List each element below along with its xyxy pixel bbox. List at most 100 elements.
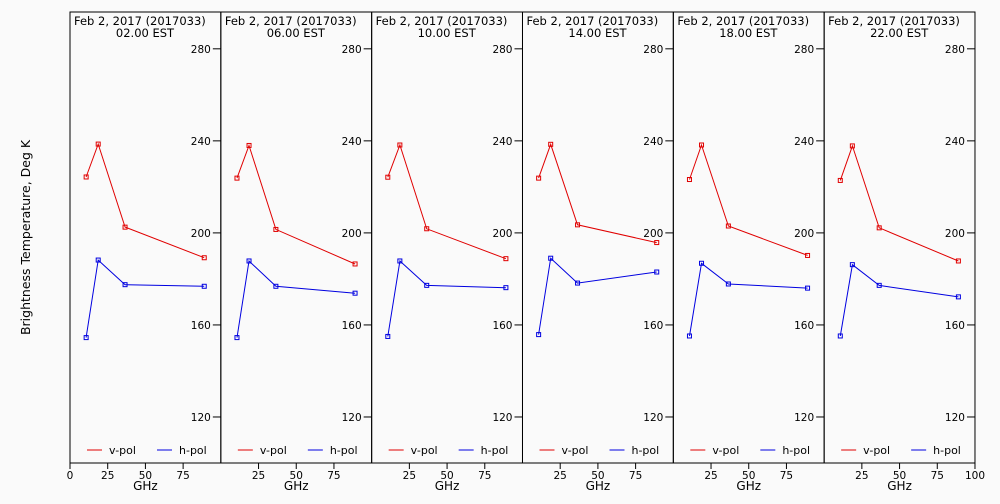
data-point-v-pol bbox=[246, 142, 252, 148]
series-line-h-pol bbox=[538, 257, 657, 335]
data-point-v-pol bbox=[805, 252, 811, 258]
x-tick-label: 75 bbox=[327, 470, 340, 482]
data-point-h-pol bbox=[234, 335, 240, 341]
data-point-v-pol bbox=[201, 255, 207, 261]
x-tick-label: 25 bbox=[704, 470, 717, 482]
x-tick-label: 50 bbox=[290, 470, 303, 482]
legend-label-v-pol: v-pol bbox=[863, 444, 890, 457]
legend-label-v-pol: v-pol bbox=[712, 444, 739, 457]
y-tick-label: 200 bbox=[342, 228, 362, 240]
chart-panel-1: Feb 2, 2017 (2017033)02.00 EST 120 160 200 2… bbox=[67, 11, 222, 493]
panel-title: Feb 2, 2017 (2017033) bbox=[828, 14, 960, 28]
data-point-h-pol bbox=[837, 333, 843, 339]
data-point-h-pol bbox=[725, 281, 731, 287]
series-line-h-pol bbox=[387, 260, 506, 337]
series-line-h-pol bbox=[839, 263, 959, 337]
data-point-v-pol bbox=[849, 143, 855, 149]
data-point-h-pol bbox=[352, 290, 358, 296]
y-tick-label: 120 bbox=[643, 412, 663, 424]
data-point-h-pol bbox=[83, 335, 89, 341]
data-point-h-pol bbox=[246, 258, 252, 264]
x-tick-label: 75 bbox=[780, 470, 793, 482]
series-line-h-pol bbox=[236, 259, 356, 338]
y-axis-title: Brightness Temperature, Deg K bbox=[18, 139, 33, 335]
panel-subtitle: 22.00 EST bbox=[870, 26, 929, 40]
data-point-v-pol bbox=[654, 240, 660, 246]
chart-panel-6: Feb 2, 2017 (2017033)22.00 EST 120 160 200 2… bbox=[823, 11, 985, 493]
data-point-v-pol bbox=[837, 177, 843, 183]
panel-subtitle: 06.00 EST bbox=[267, 26, 326, 40]
y-tick-label: 280 bbox=[492, 44, 512, 56]
legend-label-v-pol: v-pol bbox=[109, 444, 136, 457]
series-line-h-pol bbox=[689, 262, 808, 337]
y-tick-label: 240 bbox=[643, 136, 663, 148]
panel-subtitle: 18.00 EST bbox=[719, 26, 778, 40]
x-tick-label: 100 bbox=[965, 470, 985, 482]
data-point-h-pol bbox=[548, 255, 554, 261]
data-point-h-pol bbox=[201, 283, 207, 289]
data-point-v-pol bbox=[686, 177, 692, 183]
legend-label-h-pol: h-pol bbox=[179, 444, 207, 457]
panel-title: Feb 2, 2017 (2017033) bbox=[526, 14, 658, 28]
x-axis-title: GHz bbox=[887, 479, 912, 493]
legend-label-h-pol: h-pol bbox=[933, 444, 961, 457]
y-tick-label: 280 bbox=[643, 44, 663, 56]
legend-label-h-pol: h-pol bbox=[481, 444, 509, 457]
y-tick-label: 240 bbox=[945, 136, 965, 148]
chart-panel-5: Feb 2, 2017 (2017033)18.00 EST 120 160 200 2… bbox=[672, 11, 825, 493]
data-point-v-pol bbox=[424, 226, 430, 232]
y-tick-label: 120 bbox=[945, 412, 965, 424]
y-tick-label: 160 bbox=[945, 320, 965, 332]
y-tick-label: 240 bbox=[342, 136, 362, 148]
data-point-v-pol bbox=[273, 226, 279, 232]
x-tick-label: 50 bbox=[742, 470, 755, 482]
data-point-h-pol bbox=[273, 283, 279, 289]
data-point-v-pol bbox=[397, 142, 403, 148]
series-line-v-pol bbox=[689, 143, 808, 256]
y-tick-label: 280 bbox=[794, 44, 814, 56]
x-tick-label: 25 bbox=[554, 470, 567, 482]
legend-label-h-pol: h-pol bbox=[631, 444, 659, 457]
x-axis-title: GHz bbox=[736, 479, 761, 493]
chart-panel-4: Feb 2, 2017 (2017033)14.00 EST 120 160 200 2… bbox=[521, 11, 674, 493]
x-axis-title: GHz bbox=[586, 479, 611, 493]
y-tick-label: 160 bbox=[794, 320, 814, 332]
data-point-h-pol bbox=[654, 269, 660, 275]
series-line-h-pol bbox=[85, 259, 205, 338]
data-point-v-pol bbox=[385, 174, 391, 180]
data-point-v-pol bbox=[725, 223, 731, 229]
x-axis-title: GHz bbox=[284, 479, 309, 493]
x-tick-label: 50 bbox=[591, 470, 604, 482]
x-tick-label: 25 bbox=[403, 470, 416, 482]
y-tick-label: 200 bbox=[191, 228, 211, 240]
y-tick-label: 200 bbox=[492, 228, 512, 240]
data-point-v-pol bbox=[876, 225, 882, 231]
x-tick-label: 0 bbox=[67, 470, 74, 482]
data-point-h-pol bbox=[575, 280, 581, 286]
data-point-v-pol bbox=[536, 175, 542, 181]
data-point-h-pol bbox=[849, 262, 855, 268]
y-tick-label: 240 bbox=[191, 136, 211, 148]
legend-label-h-pol: h-pol bbox=[782, 444, 810, 457]
y-tick-label: 120 bbox=[191, 412, 211, 424]
data-point-v-pol bbox=[234, 175, 240, 181]
data-point-v-pol bbox=[955, 258, 961, 264]
y-tick-label: 160 bbox=[342, 320, 362, 332]
legend-label-v-pol: v-pol bbox=[561, 444, 588, 457]
legend-label-h-pol: h-pol bbox=[330, 444, 358, 457]
chart-panel-3: Feb 2, 2017 (2017033)10.00 EST 120 160 200 2… bbox=[371, 11, 523, 493]
x-tick-label: 25 bbox=[101, 470, 114, 482]
data-point-v-pol bbox=[122, 224, 128, 230]
y-tick-label: 200 bbox=[794, 228, 814, 240]
data-point-v-pol bbox=[548, 141, 554, 147]
series-line-v-pol bbox=[236, 143, 356, 265]
x-tick-label: 75 bbox=[629, 470, 642, 482]
data-point-h-pol bbox=[122, 282, 128, 288]
data-point-h-pol bbox=[699, 260, 705, 266]
x-tick-label: 50 bbox=[440, 470, 453, 482]
panel-title: Feb 2, 2017 (2017033) bbox=[74, 14, 206, 28]
series-line-v-pol bbox=[85, 142, 205, 259]
x-tick-label: 75 bbox=[478, 470, 491, 482]
data-point-v-pol bbox=[575, 222, 581, 228]
y-tick-label: 280 bbox=[342, 44, 362, 56]
